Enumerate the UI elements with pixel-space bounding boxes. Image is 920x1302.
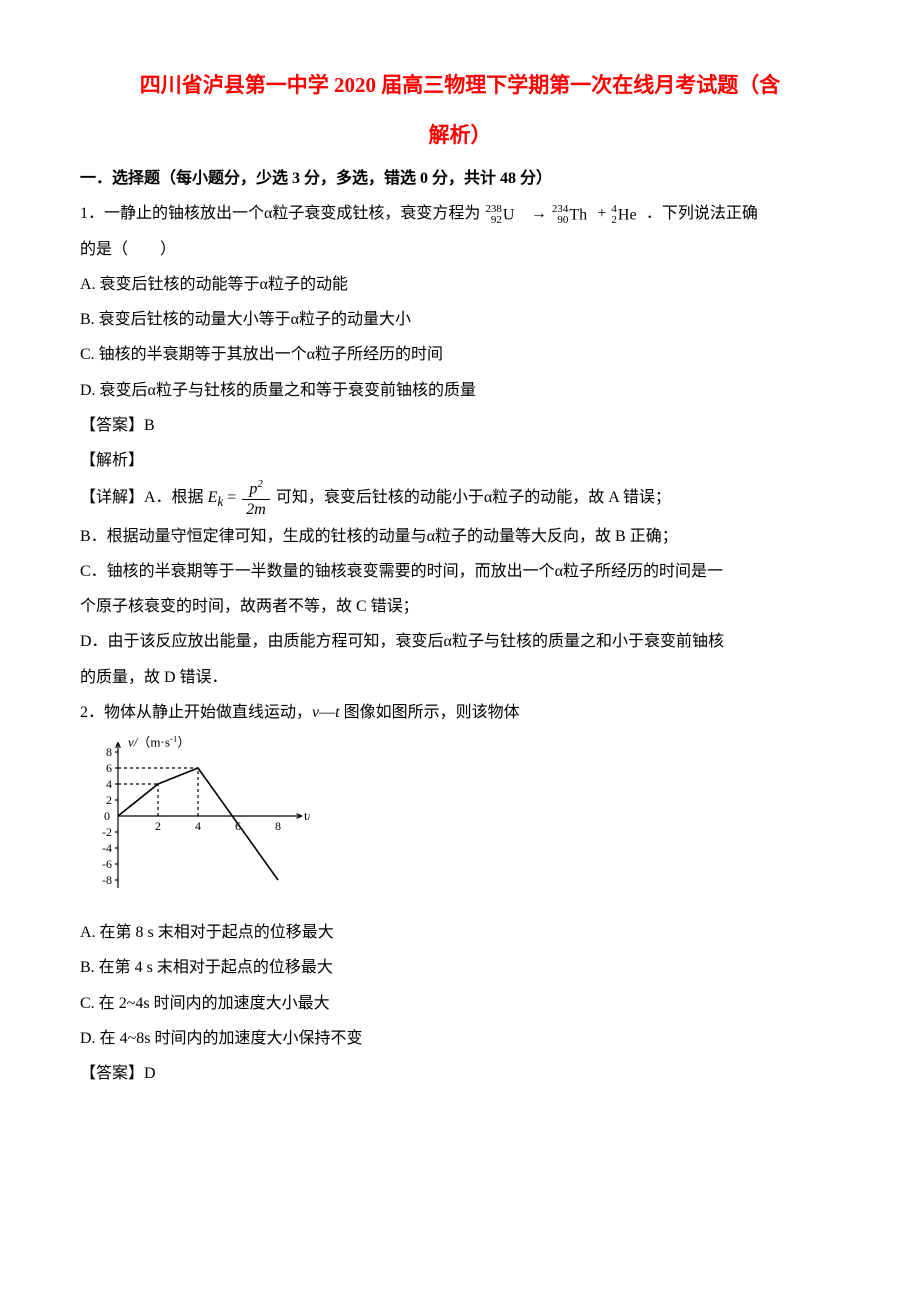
q1-explain-b: B．根据动量守恒定律可知，生成的钍核的动量与α粒子的动量等大反向，故 B 正确； [80,519,840,554]
svg-text:-2: -2 [102,825,112,839]
q1-option-a: A. 衰变后钍核的动能等于α粒子的动能 [80,267,840,302]
q2-stem-a: 2．物体从静止开始做直线运动， [80,704,312,721]
svg-text:4: 4 [106,777,112,791]
q1-explain-d-1: D．由于该反应放出能量，由质能方程可知，衰变后α粒子与钍核的质量之和小于衰变前铀… [80,624,840,659]
svg-text:0: 0 [104,809,110,823]
q2-option-b: B. 在第 4 s 末相对于起点的位移最大 [80,950,840,985]
q2-stem: 2．物体从静止开始做直线运动，v—t 图像如图所示，则该物体 [80,695,840,730]
q1-explain-c-1: C．铀核的半衰期等于一半数量的铀核衰变需要的时间，而放出一个α粒子所经历的时间是… [80,554,840,589]
svg-text:8: 8 [106,745,112,759]
nuclide-u238: 238 92 U [484,197,527,232]
q2-option-d: D. 在 4~8s 时间内的加速度大小保持不变 [80,1021,840,1056]
svg-text:-6: -6 [102,857,112,871]
q2-dash: — [319,704,335,721]
svg-text:4: 4 [195,819,201,833]
q1-answer: 【答案】B [80,408,840,443]
q1-stem-text-b: ．下列说法正确 [646,205,758,222]
q1-expA-prefix: 【详解】A．根据 [80,489,208,506]
q1-option-b: B. 衰变后钍核的动量大小等于α粒子的动量大小 [80,302,840,337]
q2-option-a: A. 在第 8 s 末相对于起点的位移最大 [80,915,840,950]
ek-symbol: E [208,489,218,506]
q1-explain-c-2: 个原子核衰变的时间，故两者不等，故 C 错误； [80,589,840,624]
title-line-2: 解析） [429,123,492,147]
q2-answer: 【答案】D [80,1056,840,1091]
q1-stem-text-a: 1．一静止的铀核放出一个α粒子衰变成钍核，衰变方程为 [80,205,484,222]
q1-explain-d-2: 的质量，故 D 错误． [80,660,840,695]
ek-sub: k [217,494,223,509]
svg-text:2: 2 [155,819,161,833]
vt-graph: -8-6-4-2024682468t/sv/（m·s-1） [80,736,840,909]
nuclide-th234: 234 90 Th [551,197,594,232]
q1-option-c: C. 铀核的半衰期等于其放出一个α粒子所经历的时间 [80,337,840,372]
svg-text:-8: -8 [102,873,112,887]
q1-explain-a: 【详解】A．根据 Ek = p2 2m 可知，衰变后钍核的动能小于α粒子的动能，… [80,478,840,519]
q1-option-d: D. 衰变后α粒子与钍核的质量之和等于衰变前铀核的质量 [80,373,840,408]
plus-sign: + [597,205,606,222]
q1-expA-suffix: 可知，衰变后钍核的动能小于α粒子的动能，故 A 错误； [276,489,671,506]
svg-text:6: 6 [106,761,112,775]
q1-explain-header: 【解析】 [80,443,840,478]
equals: = [227,489,240,506]
svg-text:v/（m·s-1）: v/（m·s-1） [128,736,190,749]
vt-graph-svg: -8-6-4-2024682468t/sv/（m·s-1） [80,736,310,896]
svg-text:-4: -4 [102,841,112,855]
q1-stem-line2: 的是（ ） [80,232,840,267]
svg-text:2: 2 [106,793,112,807]
nuclide-he4: 4 2 He [610,197,642,232]
svg-text:8: 8 [275,819,281,833]
reaction-arrow: → [531,205,547,222]
q2-option-c: C. 在 2~4s 时间内的加速度大小最大 [80,986,840,1021]
page-title: 四川省泸县第一中学 2020 届高三物理下学期第一次在线月考试题（含 解析） [80,60,840,161]
title-line-1: 四川省泸县第一中学 2020 届高三物理下学期第一次在线月考试题（含 [140,73,781,97]
fraction: p2 2m [242,478,270,519]
q2-stem-b: 图像如图所示，则该物体 [340,704,520,721]
svg-text:t/s: t/s [304,808,310,823]
section-header: 一．选择题（每小题分，少选 3 分，多选，错选 0 分，共计 48 分） [80,161,840,196]
q1-stem-line1: 1．一静止的铀核放出一个α粒子衰变成钍核，衰变方程为 238 92 U → 23… [80,196,840,232]
